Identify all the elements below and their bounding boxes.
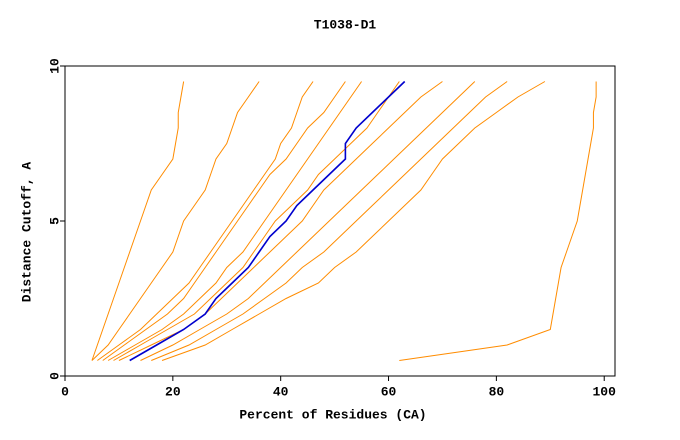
series-line bbox=[140, 81, 476, 361]
chart-title: T1038-D1 bbox=[314, 17, 377, 32]
series-line bbox=[97, 81, 314, 361]
series-line bbox=[151, 81, 508, 361]
series-line bbox=[91, 81, 185, 361]
x-tick-label: 100 bbox=[593, 384, 617, 399]
y-tick-label: 10 bbox=[47, 58, 62, 74]
y-axis-label: Distance Cutoff, A bbox=[19, 162, 34, 303]
series-line bbox=[399, 81, 597, 361]
x-tick-label: 60 bbox=[381, 384, 397, 399]
series-line bbox=[161, 81, 546, 361]
series-line bbox=[113, 81, 400, 361]
x-tick-label: 80 bbox=[489, 384, 505, 399]
x-tick-label: 20 bbox=[165, 384, 181, 399]
x-tick-label: 0 bbox=[61, 384, 69, 399]
x-tick-label: 40 bbox=[273, 384, 289, 399]
series-line bbox=[107, 81, 362, 361]
series-line bbox=[129, 80, 406, 362]
y-tick-label: 5 bbox=[47, 217, 62, 225]
series-line bbox=[102, 81, 346, 361]
x-axis-label: Percent of Residues (CA) bbox=[239, 407, 426, 422]
y-tick-label: 0 bbox=[47, 372, 62, 380]
series-line bbox=[91, 81, 260, 361]
